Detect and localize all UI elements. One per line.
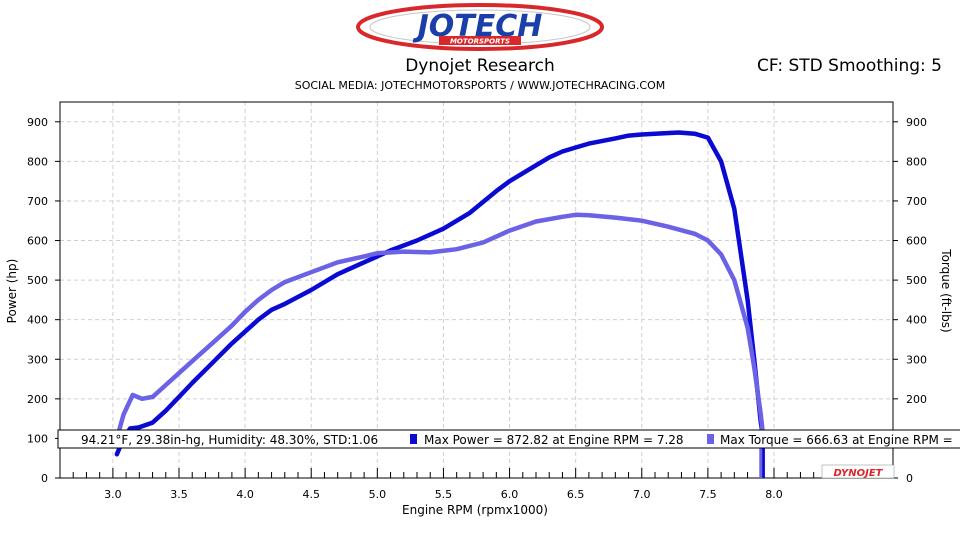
x-tick-label: 3.5 <box>170 488 188 501</box>
y-tick-label-right: 700 <box>906 195 927 208</box>
y-tick-label-right: 800 <box>906 155 927 168</box>
y-tick-label-left: 700 <box>27 195 48 208</box>
x-tick-label: 5.5 <box>435 488 453 501</box>
x-tick-label: 5.0 <box>369 488 387 501</box>
y-tick-label-right: 600 <box>906 235 927 248</box>
legend-power-label: Max Power = 872.82 at Engine RPM = 7.28 <box>424 433 684 447</box>
logo-swoosh-red <box>356 3 604 51</box>
correction-factor-label: CF: STD Smoothing: 5 <box>757 56 942 76</box>
x-tick-label: 3.0 <box>104 488 122 501</box>
y-tick-label-right: 300 <box>906 353 927 366</box>
y-tick-label-left: 600 <box>27 235 48 248</box>
power-curve <box>114 130 766 457</box>
x-tick-label: 4.0 <box>236 488 254 501</box>
y-tick-label-right: 0 <box>906 472 913 485</box>
y-tick-label-right: 200 <box>906 393 927 406</box>
y-tick-label-left: 500 <box>27 274 48 287</box>
y-axis-left: 0 100 200 300 400 500 600 700 800 900 <box>27 116 60 485</box>
y-axis-label-left: Power (hp) <box>5 259 19 324</box>
x-tick-label: 6.5 <box>567 488 585 501</box>
chart-title: Dynojet Research <box>405 56 555 76</box>
x-tick-label: 6.0 <box>501 488 519 501</box>
logo-subtext: MOTORSPORTS <box>450 38 510 46</box>
series-layer <box>114 130 766 478</box>
legend-conditions: 94.21°F, 29.38in-hg, Humidity: 48.30%, S… <box>81 433 378 447</box>
y-axis-label-right: Torque (ft-lbs) <box>939 248 953 332</box>
legend-torque-swatch <box>707 434 714 444</box>
legend-power-swatch <box>410 434 417 444</box>
dynojet-badge: DYNOJET <box>821 464 895 479</box>
legend: 94.21°F, 29.38in-hg, Humidity: 48.30%, S… <box>57 429 960 449</box>
x-tick-label: 7.0 <box>633 488 651 501</box>
dynojet-badge-text: DYNOJET <box>833 468 883 479</box>
y-tick-label-left: 800 <box>27 155 48 168</box>
y-tick-label-left: 100 <box>27 432 48 445</box>
x-axis-label: Engine RPM (rpmx1000) <box>402 503 548 517</box>
legend-box <box>57 429 960 449</box>
x-tick-label: 4.5 <box>302 488 320 501</box>
y-tick-label-right: 400 <box>906 314 927 327</box>
plot-area <box>59 101 894 479</box>
legend-torque-label: Max Torque = 666.63 at Engine RPM = <box>720 433 953 447</box>
social-media-subtitle: SOCIAL MEDIA: JOTECHMOTORSPORTS / WWW.JO… <box>294 79 666 92</box>
y-tick-label-right: 900 <box>906 116 927 129</box>
grid-lines <box>60 102 893 478</box>
y-tick-label-left: 300 <box>27 353 48 366</box>
y-tick-label-right: 500 <box>906 274 927 287</box>
x-tick-label: 7.5 <box>699 488 717 501</box>
jotech-logo: JOTECH MOTORSPORTS <box>356 3 604 51</box>
y-tick-label-left: 0 <box>41 472 48 485</box>
torque-curve <box>114 212 766 441</box>
y-tick-label-left: 900 <box>27 116 48 129</box>
x-axis: 3.0 3.5 4.0 4.5 5.0 5.5 6.0 6.5 7.0 7.5 8.0 <box>72 468 894 501</box>
logo-sub-bg <box>439 36 521 45</box>
y-tick-label-left: 400 <box>27 314 48 327</box>
x-tick-label: 8.0 <box>765 488 783 501</box>
y-tick-label-left: 200 <box>27 393 48 406</box>
